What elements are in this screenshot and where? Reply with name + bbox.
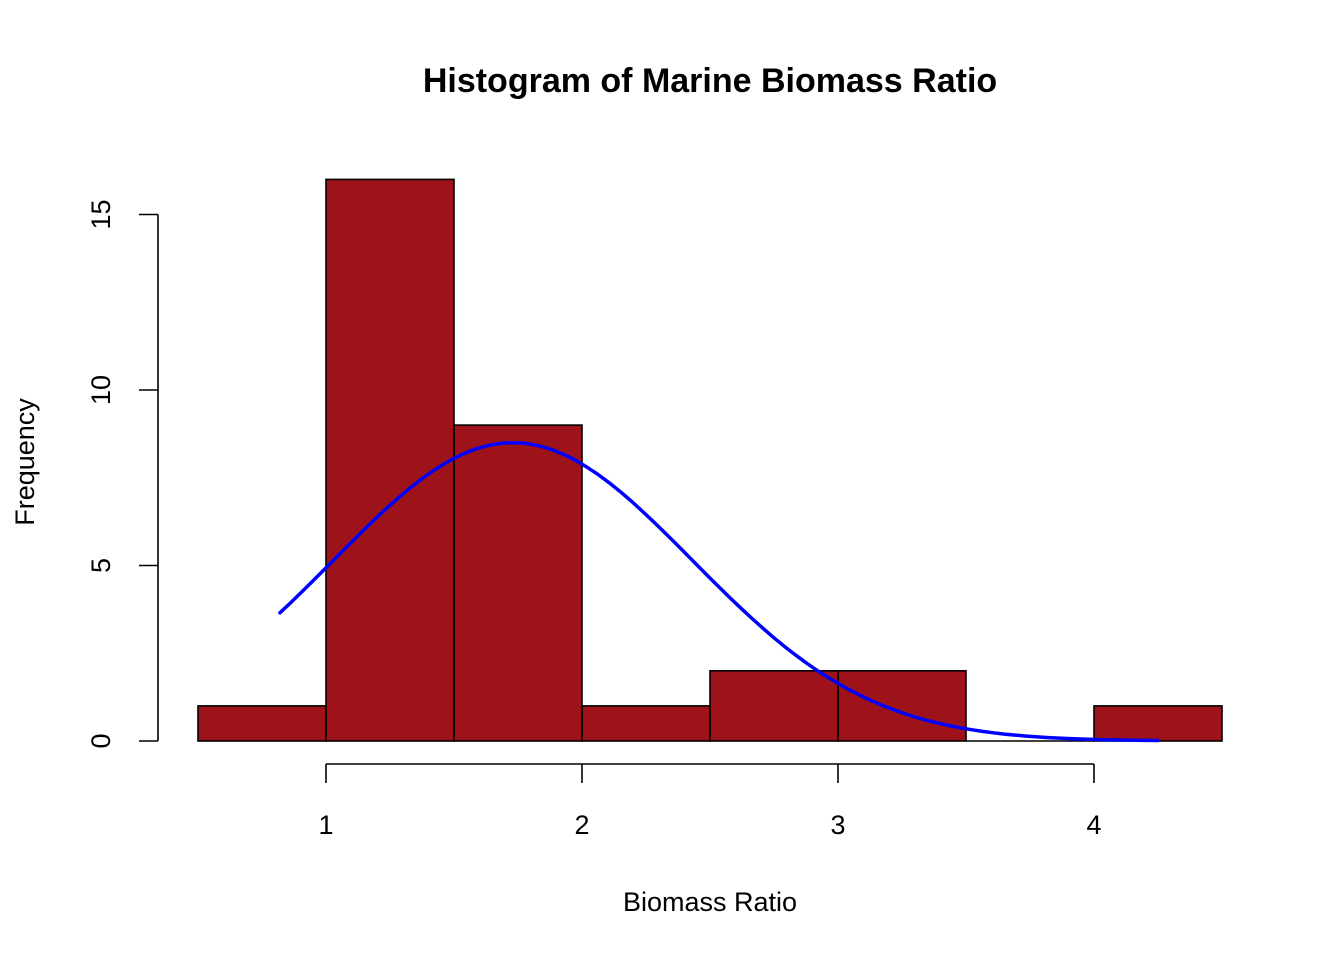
x-axis: 1 2 3 4 [318, 763, 1102, 840]
x-tick-label: 1 [318, 810, 333, 840]
chart-title: Histogram of Marine Biomass Ratio [423, 62, 997, 100]
y-tick-label: 0 [86, 733, 116, 748]
bars-layer [197, 178, 1223, 742]
x-tick-label: 2 [574, 810, 589, 840]
y-tick-label: 15 [86, 199, 116, 229]
histogram-bar [453, 424, 583, 742]
histogram-bar [197, 705, 327, 742]
x-tick-label: 4 [1086, 810, 1101, 840]
histogram-bar [837, 669, 967, 742]
density-curve [278, 440, 1160, 743]
y-axis-label: Frequency [10, 398, 40, 526]
histogram-bar [709, 669, 839, 742]
histogram-bar [1093, 705, 1223, 742]
y-tick-label: 10 [86, 375, 116, 405]
y-tick-label: 5 [86, 558, 116, 573]
density-curve-layer [278, 440, 1160, 743]
x-tick-label: 3 [830, 810, 845, 840]
histogram-bar [325, 178, 455, 742]
x-axis-label: Biomass Ratio [623, 887, 797, 917]
histogram-bar [581, 705, 711, 742]
y-axis: 0 5 10 15 [86, 199, 159, 749]
